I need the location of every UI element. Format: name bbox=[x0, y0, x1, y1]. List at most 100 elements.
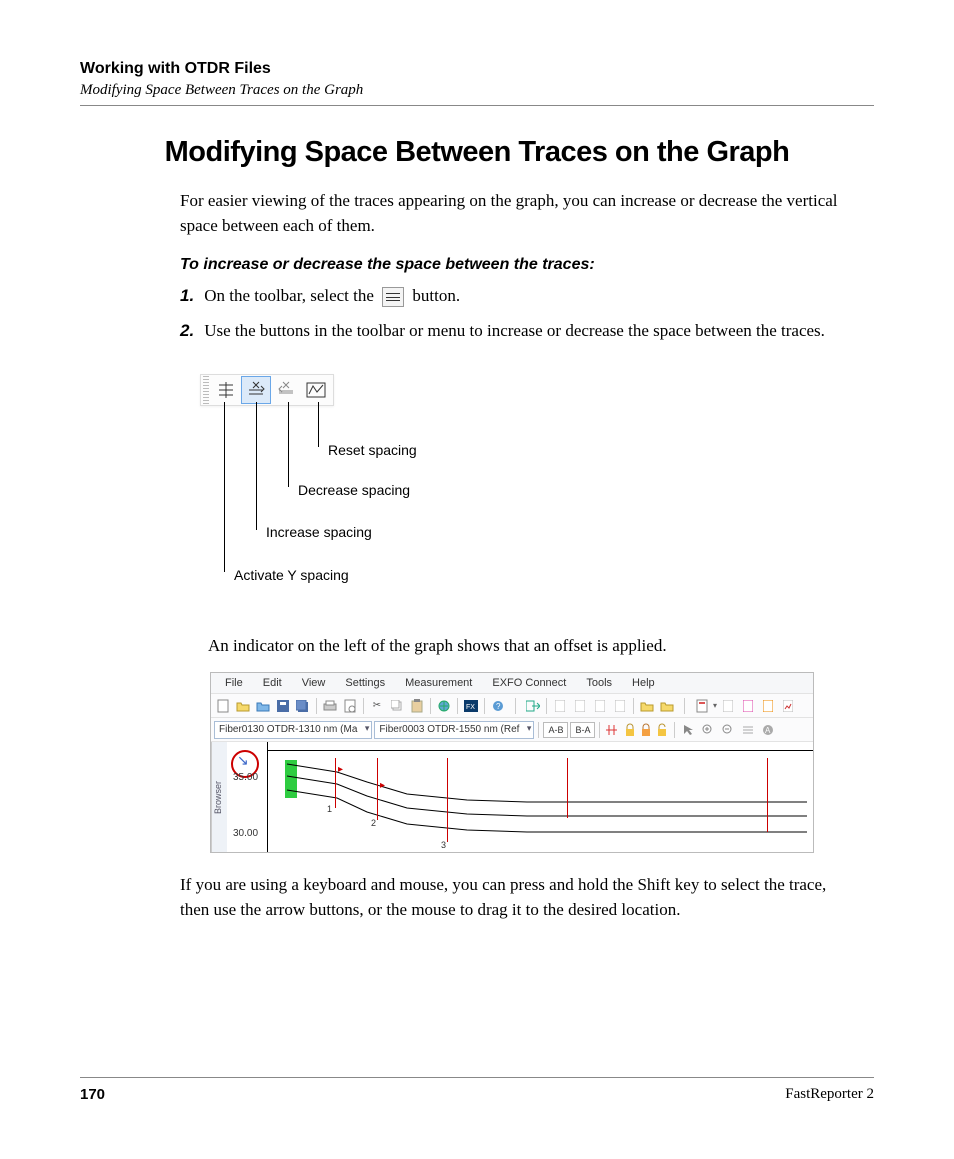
reset-spacing-icon bbox=[305, 380, 327, 400]
marker-align-icon[interactable] bbox=[604, 721, 622, 739]
paste-icon[interactable] bbox=[408, 697, 426, 715]
open-folder-icon[interactable] bbox=[234, 697, 252, 715]
intro-paragraph: For easier viewing of the traces appeari… bbox=[180, 189, 854, 238]
step-1: 1. On the toolbar, select the button. bbox=[180, 284, 854, 309]
offset-indicator-icon: ↘ bbox=[237, 752, 249, 769]
toolbar-grip-icon bbox=[203, 376, 209, 404]
save-all-icon[interactable] bbox=[294, 697, 312, 715]
menu-settings[interactable]: Settings bbox=[335, 675, 395, 691]
activate-y-spacing-button[interactable] bbox=[211, 376, 241, 404]
svg-text:A: A bbox=[765, 726, 771, 735]
menu-help[interactable]: Help bbox=[622, 675, 665, 691]
event-arrow-1: ▸ bbox=[338, 764, 343, 775]
page-x-icon[interactable] bbox=[759, 697, 777, 715]
copy-icon[interactable] bbox=[388, 697, 406, 715]
menu-exfo-connect[interactable]: EXFO Connect bbox=[482, 675, 576, 691]
menu-file[interactable]: File bbox=[215, 675, 253, 691]
closing-paragraph: If you are using a keyboard and mouse, y… bbox=[180, 873, 854, 922]
open-blue-folder-icon[interactable] bbox=[254, 697, 272, 715]
lock-orange-icon[interactable] bbox=[640, 723, 654, 737]
step-2-body: Use the buttons in the toolbar or menu t… bbox=[204, 319, 854, 344]
step-1-body: On the toolbar, select the button. bbox=[204, 284, 854, 309]
document-page: Working with OTDR Files Modifying Space … bbox=[0, 0, 954, 1159]
label-reset: Reset spacing bbox=[328, 442, 417, 458]
zoom-out-icon[interactable] bbox=[719, 721, 737, 739]
decrease-spacing-button[interactable] bbox=[271, 376, 301, 404]
page-chart-icon[interactable] bbox=[779, 697, 797, 715]
doc2-icon[interactable] bbox=[571, 697, 589, 715]
increase-spacing-icon bbox=[246, 380, 266, 400]
footer-rule bbox=[80, 1077, 874, 1078]
main-trace-selector[interactable]: Fiber0130 OTDR-1310 nm (Ma bbox=[214, 721, 372, 739]
page-white-icon[interactable] bbox=[719, 697, 737, 715]
new-icon[interactable] bbox=[214, 697, 232, 715]
trace-lines bbox=[267, 742, 807, 852]
doc4-icon[interactable] bbox=[611, 697, 629, 715]
product-name: FastReporter 2 bbox=[785, 1086, 874, 1103]
ab-button[interactable]: A-B bbox=[543, 722, 568, 738]
doc3-icon[interactable] bbox=[591, 697, 609, 715]
menu-edit[interactable]: Edit bbox=[253, 675, 292, 691]
event-num-2: 2 bbox=[371, 818, 376, 828]
trace-plot: ↘ 35.00 30.00 ▸ 1 ▸ 2 3 bbox=[227, 742, 813, 852]
help-icon[interactable]: ? bbox=[489, 697, 507, 715]
event-line-2 bbox=[377, 758, 378, 820]
page-footer: 170 FastReporter 2 bbox=[80, 1077, 874, 1103]
activate-y-spacing-icon bbox=[216, 380, 236, 400]
secondary-toolbar: Fiber0130 OTDR-1310 nm (Ma Fiber0003 OTD… bbox=[211, 718, 813, 742]
event-line-1 bbox=[335, 758, 336, 808]
save-icon[interactable] bbox=[274, 697, 292, 715]
label-increase: Increase spacing bbox=[266, 524, 372, 540]
section-header: Modifying Space Between Traces on the Gr… bbox=[80, 82, 874, 99]
lock-open-icon[interactable] bbox=[656, 723, 670, 737]
cursor-icon[interactable] bbox=[679, 721, 697, 739]
spacing-toggle-icon bbox=[382, 287, 404, 307]
step-1-text-a: On the toolbar, select the bbox=[204, 286, 374, 305]
menu-tools[interactable]: Tools bbox=[576, 675, 622, 691]
app-screenshot: File Edit View Settings Measurement EXFO… bbox=[210, 672, 814, 853]
toolbar-callout-diagram: Reset spacing Decrease spacing Increase … bbox=[200, 374, 874, 604]
decrease-spacing-icon bbox=[276, 380, 296, 400]
ytick-1: 35.00 bbox=[233, 772, 258, 783]
ref-trace-selector[interactable]: Fiber0003 OTDR-1550 nm (Ref bbox=[374, 721, 534, 739]
chapter-header: Working with OTDR Files bbox=[80, 60, 874, 78]
cut-icon[interactable]: ✂ bbox=[368, 697, 386, 715]
exit-icon[interactable] bbox=[524, 697, 542, 715]
list-icon[interactable] bbox=[739, 721, 757, 739]
menu-view[interactable]: View bbox=[292, 675, 336, 691]
folder-doc-icon[interactable] bbox=[658, 697, 676, 715]
indicator-paragraph: An indicator on the left of the graph sh… bbox=[208, 634, 874, 659]
step-1-text-b: button. bbox=[412, 286, 460, 305]
lock-yellow-icon[interactable] bbox=[624, 723, 638, 737]
print-icon[interactable] bbox=[321, 697, 339, 715]
browser-panel-tab[interactable]: Browser bbox=[211, 742, 227, 852]
procedure-heading: To increase or decrease the space betwee… bbox=[180, 256, 854, 274]
menu-measurement[interactable]: Measurement bbox=[395, 675, 482, 691]
main-toolbar: ✂ FX ? ▾ bbox=[211, 694, 813, 718]
event-num-1: 1 bbox=[327, 804, 332, 814]
menu-bar: File Edit View Settings Measurement EXFO… bbox=[211, 673, 813, 694]
exfo-icon[interactable]: FX bbox=[462, 697, 480, 715]
folder-up-icon[interactable] bbox=[638, 697, 656, 715]
step-number: 1. bbox=[180, 284, 194, 309]
label-decrease: Decrease spacing bbox=[298, 482, 410, 498]
content-body: For easier viewing of the traces appeari… bbox=[180, 189, 854, 344]
page-star-icon[interactable] bbox=[739, 697, 757, 715]
globe-icon[interactable] bbox=[435, 697, 453, 715]
event-arrow-2: ▸ bbox=[380, 780, 385, 791]
label-activate: Activate Y spacing bbox=[234, 567, 349, 583]
print-preview-icon[interactable] bbox=[341, 697, 359, 715]
spacing-toolbar bbox=[200, 374, 334, 406]
event-line-3 bbox=[447, 758, 448, 842]
svg-text:?: ? bbox=[496, 702, 501, 711]
event-line-4 bbox=[567, 758, 568, 818]
zoom-in-icon[interactable] bbox=[699, 721, 717, 739]
reset-spacing-button[interactable] bbox=[301, 376, 331, 404]
step-number: 2. bbox=[180, 319, 194, 344]
auto-icon[interactable]: A bbox=[759, 721, 777, 739]
report-icon[interactable] bbox=[693, 697, 711, 715]
ba-button[interactable]: B-A bbox=[570, 722, 595, 738]
increase-spacing-button[interactable] bbox=[241, 376, 271, 404]
doc1-icon[interactable] bbox=[551, 697, 569, 715]
ytick-2: 30.00 bbox=[233, 828, 258, 839]
